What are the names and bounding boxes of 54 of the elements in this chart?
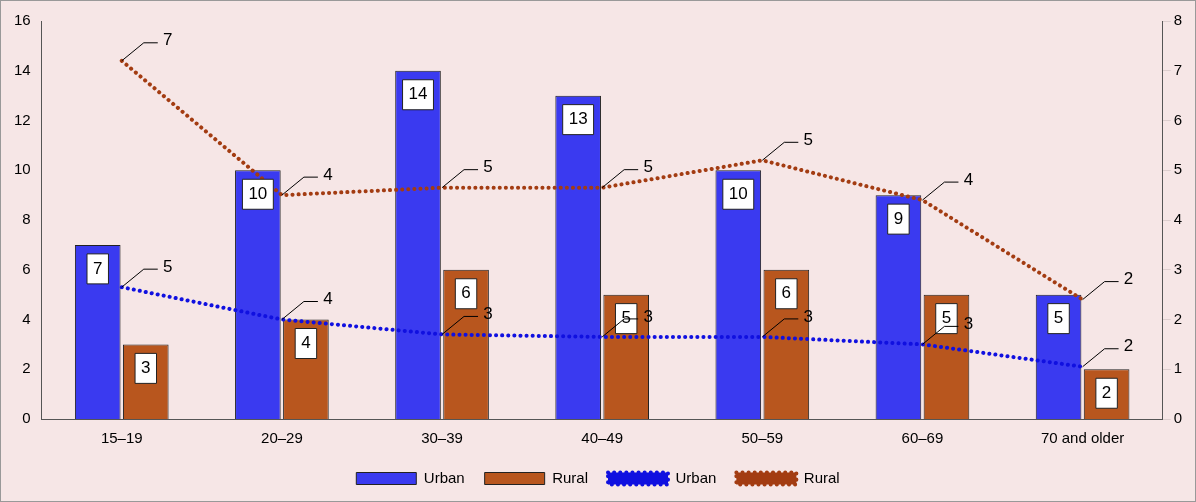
data-label: 5 [803, 129, 814, 149]
data-label: 7 [93, 258, 103, 278]
x-tick-label: 50–59 [741, 429, 784, 447]
y2-tick-label: 7 [1173, 60, 1182, 78]
y-tick-label: 2 [22, 359, 31, 377]
y2-tick-label: 1 [1173, 359, 1182, 377]
x-tick-label: 70 and older [1040, 429, 1125, 447]
data-label: 2 [1101, 382, 1112, 402]
y-tick-label: 4 [22, 309, 31, 327]
legend-label: Urban [423, 468, 465, 486]
y2-tick-label: 3 [1173, 259, 1182, 277]
y-tick-label: 0 [22, 409, 31, 427]
y2-tick-label: 2 [1173, 309, 1182, 327]
data-label: 4 [323, 164, 333, 184]
x-tick-label: 20–29 [261, 429, 303, 447]
data-label: 4 [323, 289, 333, 309]
data-label: 10 [728, 183, 748, 203]
x-tick-label: 30–39 [421, 429, 463, 447]
y2-tick-label: 8 [1173, 11, 1182, 29]
y-tick-label: 10 [14, 160, 31, 178]
data-label: 4 [301, 333, 311, 353]
x-tick-label: 40–49 [581, 429, 624, 447]
y2-tick-label: 4 [1173, 210, 1182, 228]
data-label: 4 [963, 169, 974, 189]
data-label: 5 [941, 308, 952, 328]
data-label: 3 [141, 358, 151, 378]
data-label: 9 [893, 208, 904, 228]
data-label: 2 [1123, 269, 1134, 289]
data-label: 10 [248, 183, 268, 203]
data-label: 6 [781, 283, 792, 303]
legend-label: Rural [803, 468, 840, 486]
data-label: 5 [483, 157, 493, 177]
data-label: 5 [1053, 308, 1064, 328]
x-tick-label: 15–19 [100, 429, 143, 447]
y2-tick-label: 0 [1173, 409, 1182, 427]
data-label: 14 [408, 84, 428, 104]
x-tick-label: 60–69 [901, 429, 944, 447]
y-tick-label: 14 [14, 60, 31, 78]
y-tick-label: 12 [14, 110, 31, 128]
data-label: 7 [163, 30, 173, 50]
y2-tick-label: 5 [1173, 160, 1182, 178]
data-label: 3 [643, 306, 653, 326]
data-label: 5 [643, 157, 653, 177]
line-series [119, 58, 1085, 302]
y-tick-label: 6 [22, 259, 31, 277]
legend-label: Rural [552, 468, 589, 486]
legend-label: Urban [675, 468, 717, 486]
y2-tick-label: 6 [1173, 110, 1182, 128]
data-label: 2 [1123, 336, 1134, 356]
data-label: 5 [163, 256, 173, 276]
y-tick-label: 8 [22, 210, 31, 228]
data-label: 13 [568, 109, 588, 129]
y-tick-label: 16 [14, 11, 31, 29]
data-label: 6 [461, 283, 471, 303]
